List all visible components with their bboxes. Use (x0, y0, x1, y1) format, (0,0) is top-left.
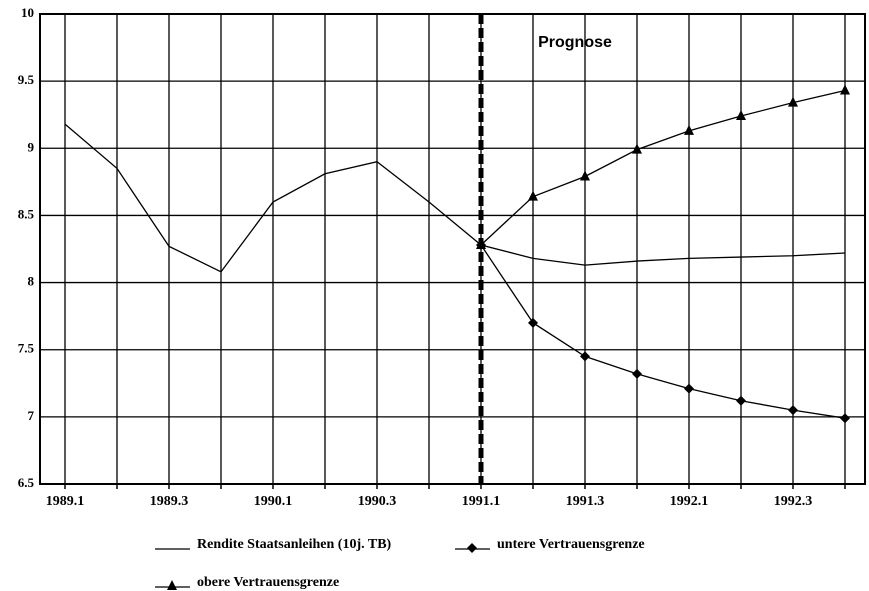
y-tick-label: 8.5 (18, 206, 35, 221)
legend-label: obere Vertrauensgrenze (197, 575, 339, 590)
marker-diamond (736, 395, 746, 406)
marker-triangle (476, 238, 486, 249)
y-tick-label: 7.5 (18, 341, 35, 356)
marker-diamond (528, 317, 538, 328)
x-tick-label: 1990.3 (358, 494, 397, 509)
marker-diamond (684, 383, 694, 394)
marker-diamond (467, 543, 477, 553)
marker-triangle (736, 110, 746, 121)
x-tick-label: 1989.3 (150, 494, 189, 509)
y-tick-label: 9.5 (18, 72, 35, 87)
marker-triangle (167, 580, 177, 590)
marker-triangle (840, 84, 850, 95)
marker-diamond (580, 351, 590, 362)
marker-triangle (684, 124, 694, 135)
marker-triangle (632, 143, 642, 154)
marker-triangle (788, 96, 798, 107)
legend-label: untere Vertrauensgrenze (497, 537, 645, 552)
x-tick-label: 1990.1 (254, 494, 293, 509)
series-line (480, 89, 846, 246)
y-tick-label: 6.5 (18, 475, 35, 490)
marker-diamond (632, 368, 642, 379)
legend-label: Rendite Staatsanleihen (10j. TB) (197, 537, 392, 552)
marker-triangle (528, 190, 538, 201)
x-tick-label: 1991.3 (566, 494, 605, 509)
marker-diamond (788, 405, 798, 416)
annotation: Prognose (538, 34, 612, 51)
y-tick-label: 10 (21, 5, 34, 20)
x-tick-label: 1989.1 (46, 494, 85, 509)
x-tick-label: 1992.3 (774, 494, 813, 509)
series-line (64, 123, 846, 273)
marker-triangle (580, 170, 590, 181)
y-tick-label: 8 (28, 274, 35, 289)
y-tick-label: 7 (28, 408, 35, 423)
y-tick-label: 9 (28, 139, 35, 154)
series-line (480, 244, 846, 419)
x-tick-label: 1991.1 (462, 494, 501, 509)
x-tick-label: 1992.1 (670, 494, 709, 509)
marker-diamond (840, 413, 850, 424)
